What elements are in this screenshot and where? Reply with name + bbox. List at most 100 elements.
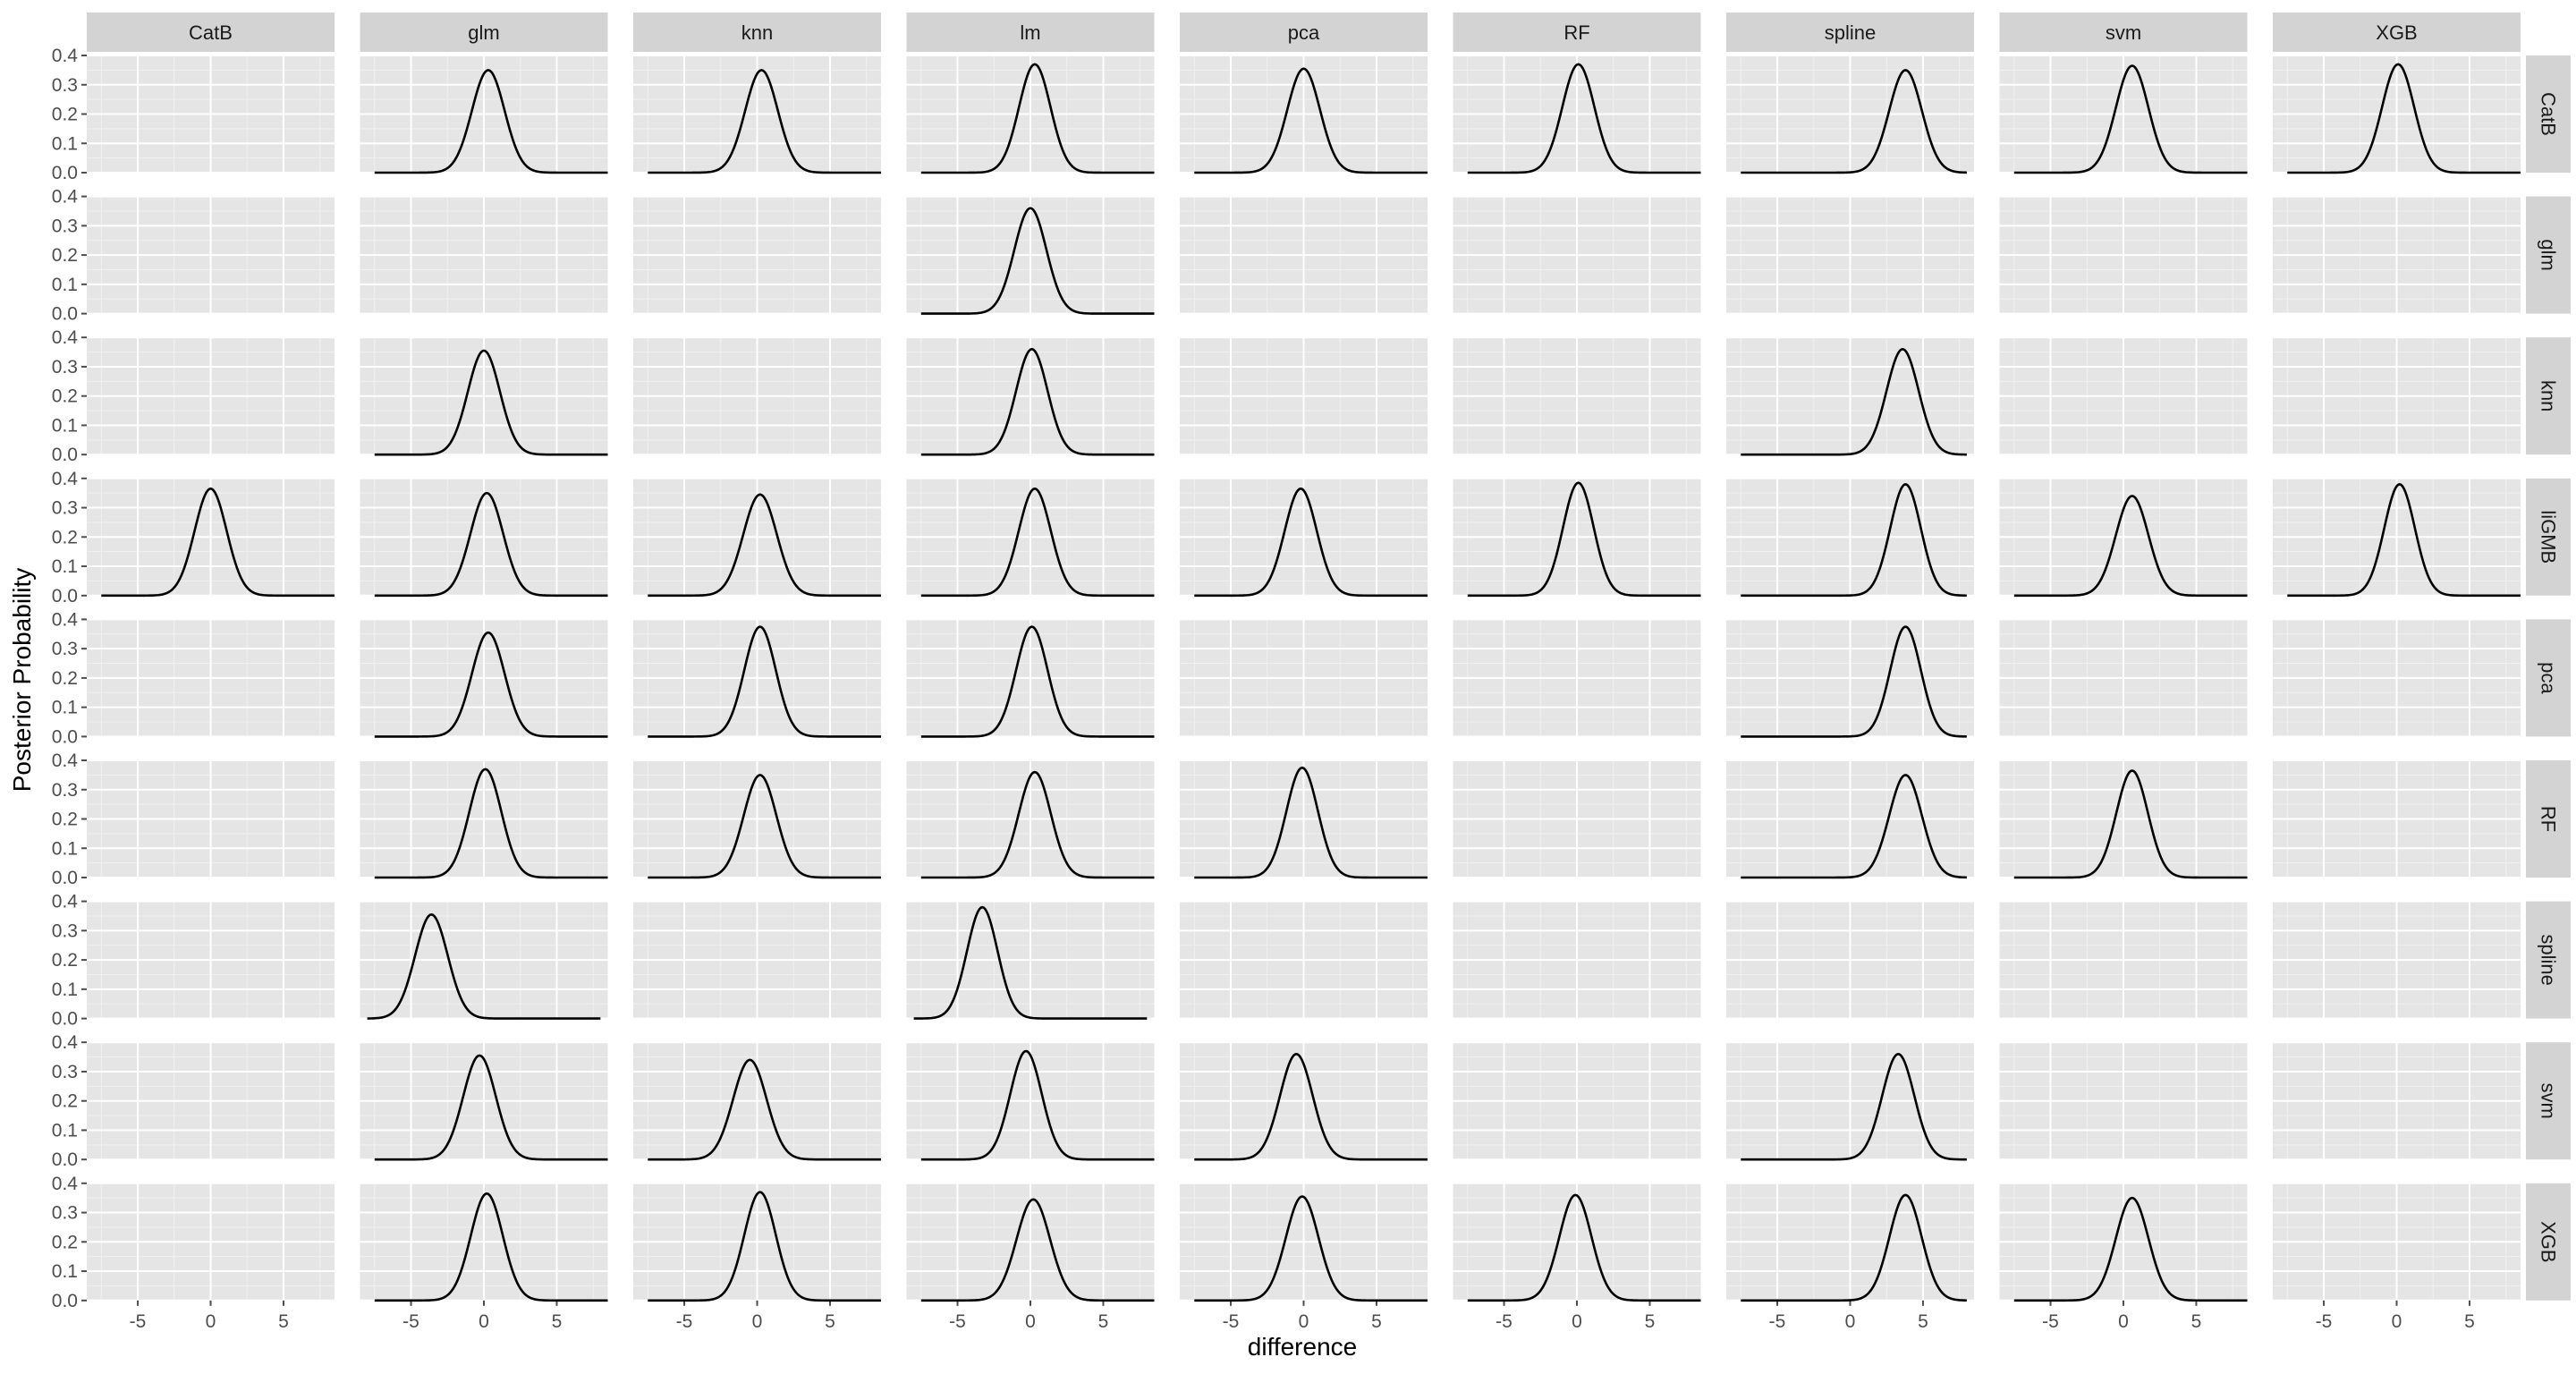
y-tick-label: 0.2 — [52, 668, 78, 689]
facet-panel — [906, 900, 1155, 1020]
facet-panel — [1453, 195, 1701, 315]
column-strip — [2273, 13, 2521, 52]
facet-panel — [906, 336, 1155, 456]
facet-panel — [906, 618, 1155, 738]
facet-panel — [2273, 336, 2521, 456]
facet-panel — [633, 477, 881, 597]
density-curve-XGB-svm — [2013, 1196, 2248, 1302]
density-curve-svm-spline — [1741, 1053, 1967, 1161]
facet-panel — [1726, 618, 1974, 738]
y-tick-label: 0.2 — [52, 105, 78, 125]
row-strip-label: liGMB — [2538, 510, 2560, 564]
x-tick-label: -5 — [402, 1311, 419, 1332]
facet-panel — [87, 195, 335, 315]
density-curve-liGMB-knn — [648, 493, 881, 598]
x-tick-label: 5 — [1918, 1311, 1928, 1332]
facet-panel — [1180, 900, 1428, 1020]
facet-panel — [1453, 1041, 1701, 1161]
facet-panel — [87, 759, 335, 878]
y-tick-label: 0.1 — [52, 275, 78, 295]
facet-panel — [360, 336, 608, 456]
column-strip — [1726, 13, 1974, 52]
density-curve-CatB-knn — [648, 69, 881, 174]
facet-panel — [1180, 759, 1428, 878]
facet-panel — [360, 759, 608, 878]
y-tick-label: 0.2 — [52, 386, 78, 407]
column-strip-label: pca — [1288, 21, 1320, 44]
density-curve-svm-glm — [374, 1054, 608, 1161]
density-curve-CatB-svm — [2013, 64, 2248, 174]
facet-panel — [87, 1041, 335, 1161]
x-tick-label: 5 — [1645, 1311, 1656, 1332]
facet-panel — [1726, 195, 1974, 315]
facet-panel — [2273, 1182, 2521, 1302]
x-tick-label: 0 — [752, 1311, 763, 1332]
density-curve-liGMB-XGB — [2287, 483, 2521, 598]
facet-panel — [360, 900, 608, 1020]
y-tick-label: 0.4 — [52, 751, 79, 771]
facet-panel — [87, 618, 335, 738]
facet-panel — [633, 759, 881, 878]
facet-panel — [633, 1182, 881, 1302]
density-curve-XGB-glm — [374, 1192, 608, 1302]
facet-panel — [1180, 1182, 1428, 1302]
y-tick-label: 0.0 — [52, 1149, 78, 1170]
row-strip-label: CatB — [2538, 92, 2560, 136]
column-strip-label: knn — [741, 21, 773, 44]
y-tick-label: 0.1 — [52, 133, 78, 154]
y-tick-label: 0.4 — [52, 187, 79, 208]
facet-panel — [906, 1041, 1155, 1161]
y-tick-label: 0.2 — [52, 245, 78, 266]
density-curve-pca-lm — [920, 625, 1155, 738]
y-tick-label: 0.0 — [52, 868, 78, 888]
density-curve-glm-lm — [920, 207, 1155, 315]
x-tick-label: 5 — [2464, 1311, 2475, 1332]
y-tick-label: 0.3 — [52, 216, 78, 236]
row-strip — [2526, 619, 2571, 737]
y-tick-label: 0.4 — [52, 609, 79, 630]
facet-panel — [906, 477, 1155, 597]
facet-panel — [1999, 900, 2248, 1020]
facet-panel — [1180, 618, 1428, 738]
y-tick-label: 0.3 — [52, 1062, 78, 1082]
facet-panel — [2273, 477, 2521, 597]
y-tick-label: 0.4 — [52, 46, 79, 66]
x-tick-label: 0 — [1845, 1311, 1856, 1332]
column-strip-label: CatB — [189, 21, 233, 44]
facet-panel — [2273, 618, 2521, 738]
y-tick-label: 0.1 — [52, 1120, 78, 1141]
density-curve-RF-svm — [2013, 769, 2248, 879]
y-tick-label: 0.4 — [52, 327, 79, 348]
y-tick-label: 0.1 — [52, 1261, 78, 1282]
facet-panel — [1453, 1182, 1701, 1302]
facet-panel — [1999, 336, 2248, 456]
density-curve-svm-lm — [920, 1049, 1155, 1161]
facet-panel — [87, 1182, 335, 1302]
density-curve-pca-spline — [1741, 625, 1967, 738]
x-tick-label: 0 — [206, 1311, 216, 1332]
y-tick-label: 0.3 — [52, 639, 78, 659]
density-curve-XGB-RF — [1467, 1193, 1701, 1302]
y-tick-label: 0.3 — [52, 75, 78, 96]
x-tick-label: 5 — [2191, 1311, 2202, 1332]
y-tick-label: 0.1 — [52, 838, 78, 859]
y-axis-title: Posterior Probability — [8, 568, 36, 793]
y-tick-label: 0.3 — [52, 498, 78, 519]
x-tick-label: 5 — [1098, 1311, 1109, 1332]
facet-panel — [2273, 195, 2521, 315]
row-strip-label: RF — [2538, 806, 2560, 832]
density-curve-knn-spline — [1741, 348, 1967, 456]
x-tick-label: -5 — [1223, 1311, 1240, 1332]
column-strip-label: spline — [1825, 21, 1876, 44]
facet-panel — [1726, 336, 1974, 456]
facet-panel — [2273, 55, 2521, 174]
x-tick-label: -5 — [676, 1311, 693, 1332]
density-curve-CatB-pca — [1194, 67, 1428, 174]
density-curve-spline-glm — [367, 913, 601, 1020]
facet-panel — [1453, 477, 1701, 597]
row-strip — [2526, 1042, 2571, 1160]
density-curve-liGMB-svm — [2013, 495, 2248, 598]
density-curve-knn-lm — [920, 347, 1155, 456]
row-strip-label: pca — [2538, 662, 2560, 694]
facet-panel — [1999, 1041, 2248, 1161]
